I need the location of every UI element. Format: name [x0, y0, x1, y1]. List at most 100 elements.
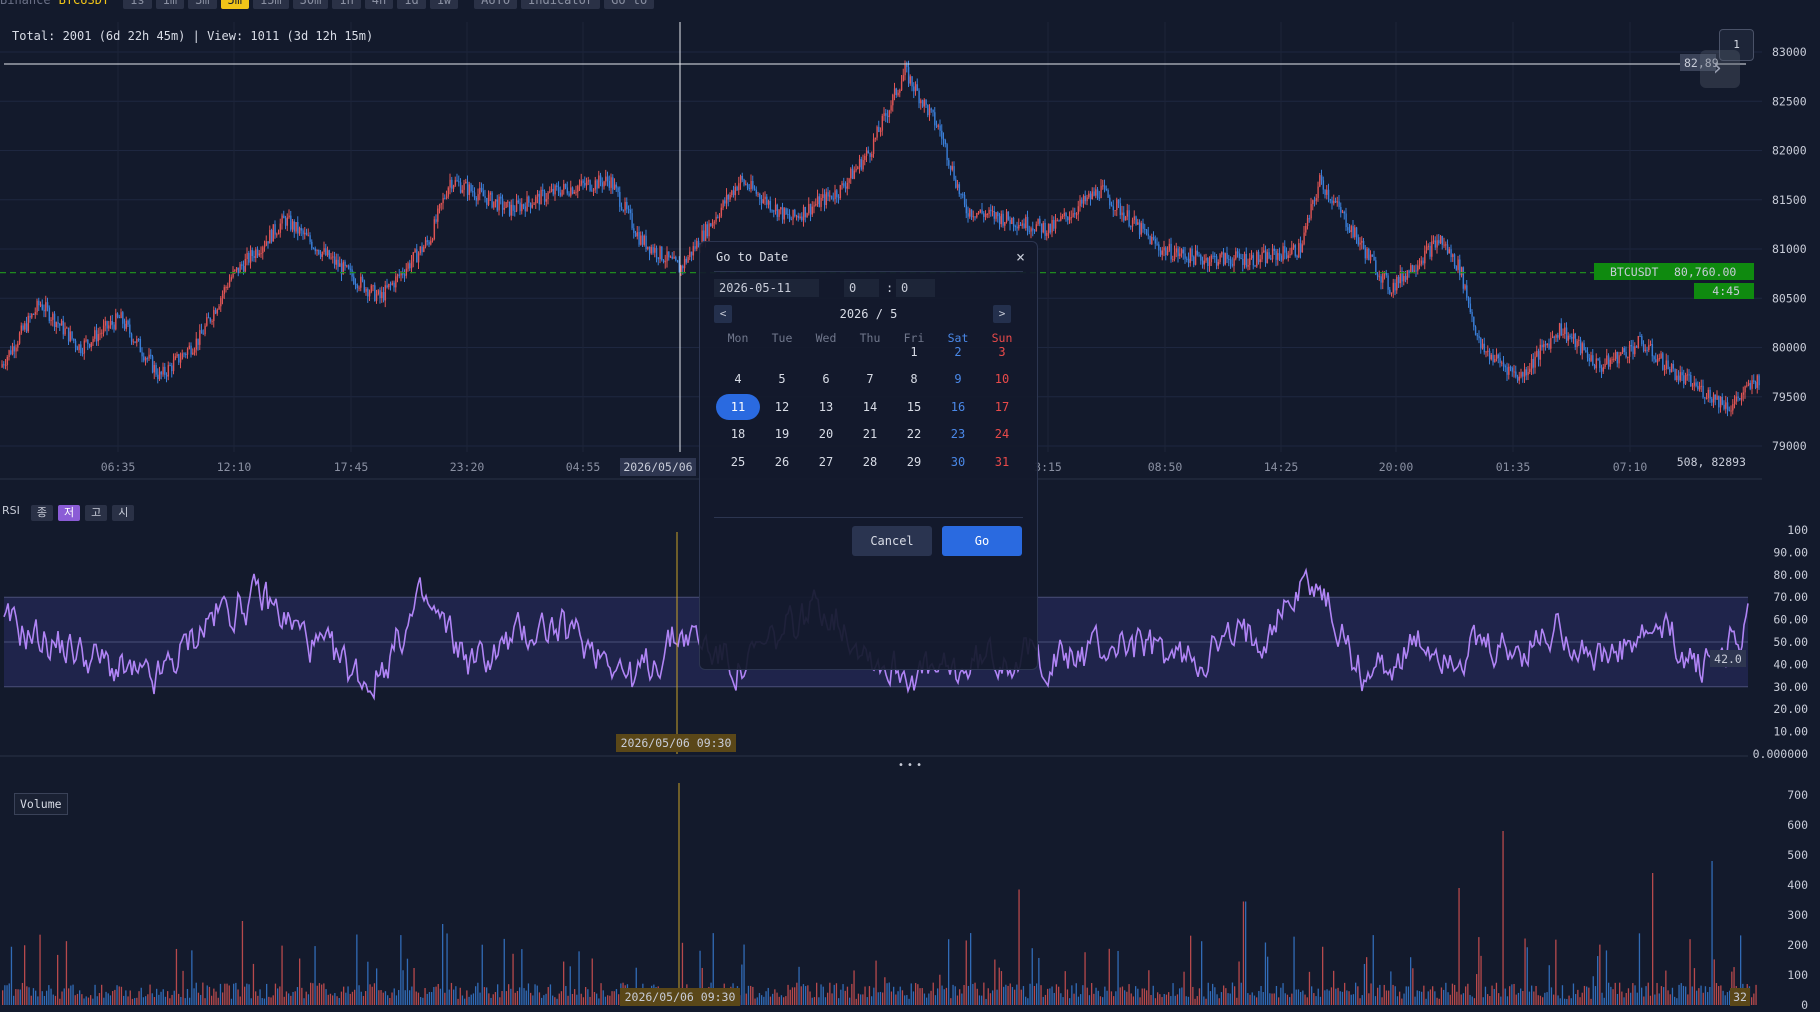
calendar-day[interactable]: 2 — [954, 345, 962, 359]
candle-body — [664, 261, 667, 263]
volume-bar — [1388, 990, 1390, 1005]
candle-body — [748, 187, 751, 190]
volume-bar — [1702, 992, 1704, 1005]
volume-bar — [1355, 982, 1357, 1005]
calendar-day[interactable]: 26 — [774, 455, 790, 469]
goto-button[interactable]: Go to — [604, 0, 655, 9]
interval-button-1d[interactable]: 1d — [397, 0, 426, 9]
calendar-day-selected[interactable]: 11 — [716, 394, 760, 420]
candle-body — [1649, 344, 1652, 346]
symbol-label[interactable]: BTCUSDT — [58, 0, 110, 7]
calendar-day[interactable]: 7 — [866, 372, 874, 386]
volume-bar — [873, 987, 875, 1005]
go-button[interactable]: Go — [942, 526, 1022, 556]
calendar-day[interactable]: 4 — [734, 372, 742, 386]
rsi-source-button[interactable]: 저 — [58, 505, 81, 521]
cancel-button[interactable]: Cancel — [852, 526, 932, 556]
interval-button-15m[interactable]: 15m — [252, 0, 289, 9]
interval-button-1s[interactable]: 1s — [123, 0, 152, 9]
volume-bar — [536, 985, 538, 1005]
pane-resize-handle[interactable]: • • • — [897, 760, 923, 771]
calendar-day[interactable]: 12 — [774, 400, 790, 414]
volume-bar — [921, 988, 923, 1005]
volume-bar — [46, 990, 48, 1005]
interval-button-3m[interactable]: 3m — [188, 0, 217, 9]
calendar-day[interactable]: 20 — [818, 427, 834, 441]
interval-button-5m[interactable]: 5m — [220, 0, 249, 9]
candle-body — [1093, 191, 1095, 196]
candle-body — [405, 268, 408, 276]
volume-bar — [1082, 985, 1084, 1005]
calendar-day[interactable]: 1 — [910, 345, 918, 359]
candle-body — [1494, 359, 1496, 363]
calendar-day[interactable]: 25 — [730, 455, 746, 469]
volume-bar — [945, 987, 948, 1005]
volume-bar — [862, 994, 864, 1005]
candle-body — [1144, 228, 1146, 230]
volume-bar — [844, 990, 846, 1005]
interval-button-30m[interactable]: 30m — [292, 0, 329, 9]
calendar-day[interactable]: 14 — [862, 400, 878, 414]
candle-body — [832, 198, 835, 200]
calendar-day[interactable]: 15 — [906, 400, 922, 414]
calendar-day[interactable]: 3 — [998, 345, 1006, 359]
calendar-day[interactable]: 28 — [862, 455, 878, 469]
rsi-source-button[interactable]: 시 — [112, 505, 135, 521]
candle-body — [1746, 385, 1748, 387]
calendar-day[interactable]: 21 — [862, 427, 878, 441]
volume-bar — [468, 996, 470, 1005]
candle-body — [1662, 353, 1664, 370]
candle-body — [911, 76, 913, 87]
volume-bar — [54, 995, 57, 1005]
calendar-day[interactable]: 24 — [994, 427, 1010, 441]
rsi-source-button[interactable]: 고 — [85, 505, 108, 521]
interval-button-1w[interactable]: 1w — [429, 0, 459, 9]
scroll-right-button[interactable]: › — [1700, 50, 1740, 88]
candle-body — [766, 196, 768, 205]
candle-body — [53, 313, 56, 328]
candle-body — [708, 223, 710, 237]
rsi-source-button[interactable]: 종 — [30, 505, 53, 521]
calendar-day[interactable]: 10 — [994, 372, 1010, 386]
interval-button-1h[interactable]: 1h — [332, 0, 361, 9]
volume-bar — [901, 990, 904, 1005]
candle-body — [1586, 352, 1589, 358]
candle-body — [592, 189, 595, 191]
calendar-day[interactable]: 31 — [994, 455, 1010, 469]
candle-body — [88, 343, 91, 348]
volume-bar — [791, 987, 794, 1005]
calendar-day[interactable]: 8 — [910, 372, 918, 386]
hour-input[interactable]: 0 — [844, 279, 879, 297]
volume-bar — [1579, 997, 1581, 1005]
prev-month-button[interactable]: < — [714, 305, 732, 323]
indicator-button[interactable]: Indicator — [521, 0, 601, 9]
calendar-day[interactable]: 5 — [778, 372, 786, 386]
page-badge[interactable]: 1 — [1719, 29, 1754, 61]
auto-button[interactable]: AUTO — [474, 0, 518, 9]
candle-body — [811, 206, 814, 215]
calendar-day[interactable]: 27 — [818, 455, 834, 469]
volume-bar — [1053, 992, 1055, 1005]
calendar-day[interactable]: 6 — [822, 372, 830, 386]
calendar-day[interactable]: 16 — [950, 400, 966, 414]
close-icon[interactable]: × — [1015, 248, 1025, 266]
interval-button-4h[interactable]: 4h — [364, 0, 394, 9]
volume-bar — [1412, 968, 1414, 1005]
calendar-day[interactable]: 18 — [730, 427, 746, 441]
calendar-day[interactable]: 17 — [994, 400, 1010, 414]
calendar-day[interactable]: 19 — [774, 427, 790, 441]
calendar-day[interactable]: 29 — [906, 455, 922, 469]
volume-bar — [1339, 991, 1341, 1005]
calendar-day[interactable]: 9 — [954, 372, 962, 386]
volume-bar — [96, 996, 98, 1005]
calendar-day[interactable]: 23 — [950, 427, 966, 441]
calendar-day[interactable]: 22 — [906, 427, 922, 441]
calendar-day[interactable]: 13 — [818, 400, 834, 414]
candle-body — [1527, 371, 1529, 376]
next-month-button[interactable]: > — [993, 305, 1011, 323]
minute-input[interactable]: 0 — [896, 279, 935, 297]
date-input[interactable]: 2026-05-11 — [714, 279, 819, 297]
interval-button-1m[interactable]: 1m — [155, 0, 185, 9]
calendar-day[interactable]: 30 — [950, 455, 966, 469]
